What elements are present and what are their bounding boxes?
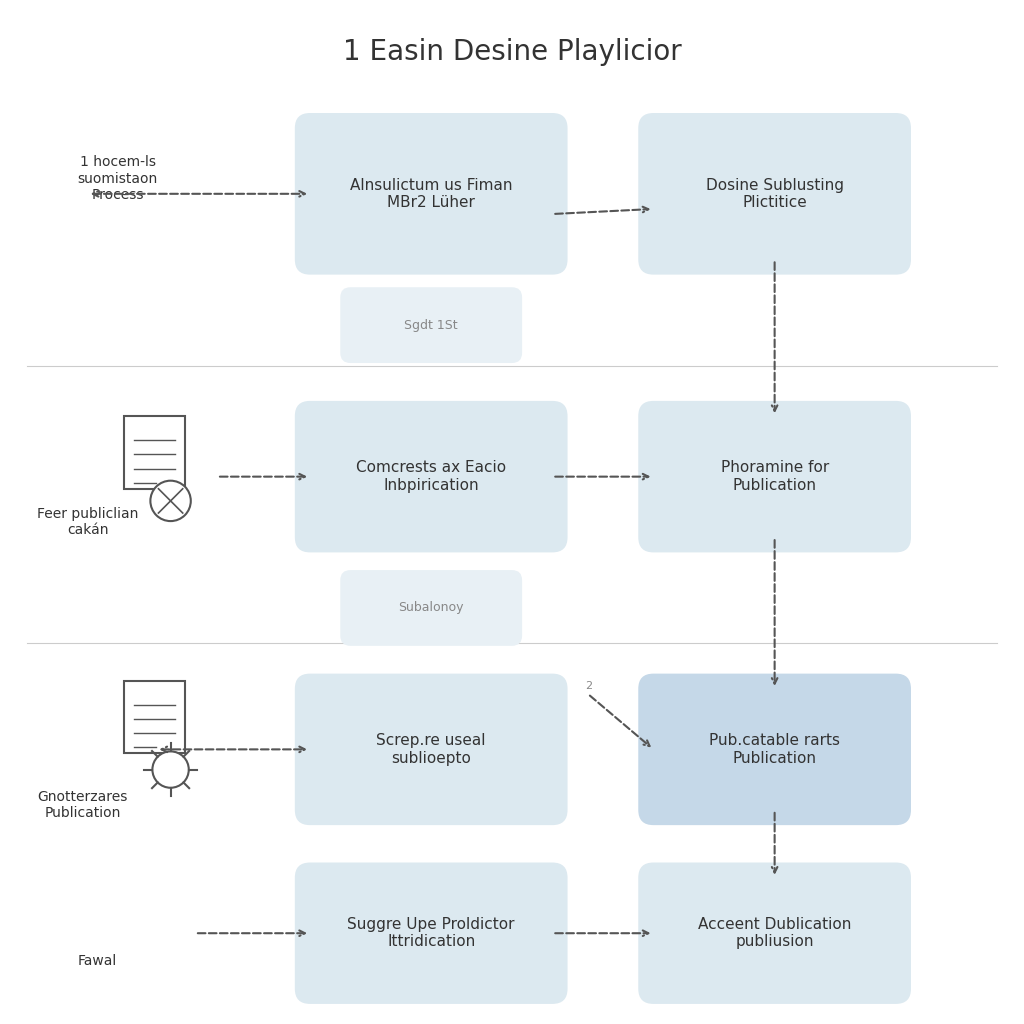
Text: Alnsulictum us Fiman
MBr2 Lüher: Alnsulictum us Fiman MBr2 Lüher bbox=[350, 177, 512, 210]
Circle shape bbox=[151, 480, 190, 521]
FancyBboxPatch shape bbox=[295, 400, 567, 552]
FancyBboxPatch shape bbox=[638, 113, 911, 274]
Text: Screp.re useal
sublioepto: Screp.re useal sublioepto bbox=[377, 733, 486, 766]
FancyBboxPatch shape bbox=[340, 288, 522, 364]
Text: 1 Easin Desine Playlicior: 1 Easin Desine Playlicior bbox=[343, 38, 681, 67]
Circle shape bbox=[153, 752, 188, 787]
Text: Fawal: Fawal bbox=[78, 954, 117, 969]
FancyBboxPatch shape bbox=[124, 681, 184, 754]
Text: 2: 2 bbox=[585, 681, 592, 691]
FancyBboxPatch shape bbox=[124, 416, 184, 488]
FancyBboxPatch shape bbox=[295, 674, 567, 825]
Text: Acceent Dublication
publiusion: Acceent Dublication publiusion bbox=[698, 918, 851, 949]
Text: 1 hocem-ls
suomistaon
Process: 1 hocem-ls suomistaon Process bbox=[78, 156, 158, 202]
Text: Phoramine for
Publication: Phoramine for Publication bbox=[721, 461, 828, 493]
FancyBboxPatch shape bbox=[638, 400, 911, 552]
Text: Pub.catable rarts
Publication: Pub.catable rarts Publication bbox=[710, 733, 840, 766]
FancyBboxPatch shape bbox=[638, 862, 911, 1004]
Text: Dosine Sublusting
Plictitice: Dosine Sublusting Plictitice bbox=[706, 177, 844, 210]
FancyBboxPatch shape bbox=[295, 862, 567, 1004]
Text: Feer publiclian
cakán: Feer publiclian cakán bbox=[37, 507, 138, 538]
Text: Suggre Upe Proldictor
Ittridication: Suggre Upe Proldictor Ittridication bbox=[347, 918, 515, 949]
Text: Gnotterzares
Publication: Gnotterzares Publication bbox=[37, 790, 128, 820]
FancyBboxPatch shape bbox=[638, 674, 911, 825]
FancyBboxPatch shape bbox=[295, 113, 567, 274]
Text: Subalonoy: Subalonoy bbox=[398, 601, 464, 614]
Text: Sgdt 1St: Sgdt 1St bbox=[404, 318, 458, 332]
FancyBboxPatch shape bbox=[340, 570, 522, 646]
Text: Comcrests ax Eacio
Inbpirication: Comcrests ax Eacio Inbpirication bbox=[356, 461, 506, 493]
